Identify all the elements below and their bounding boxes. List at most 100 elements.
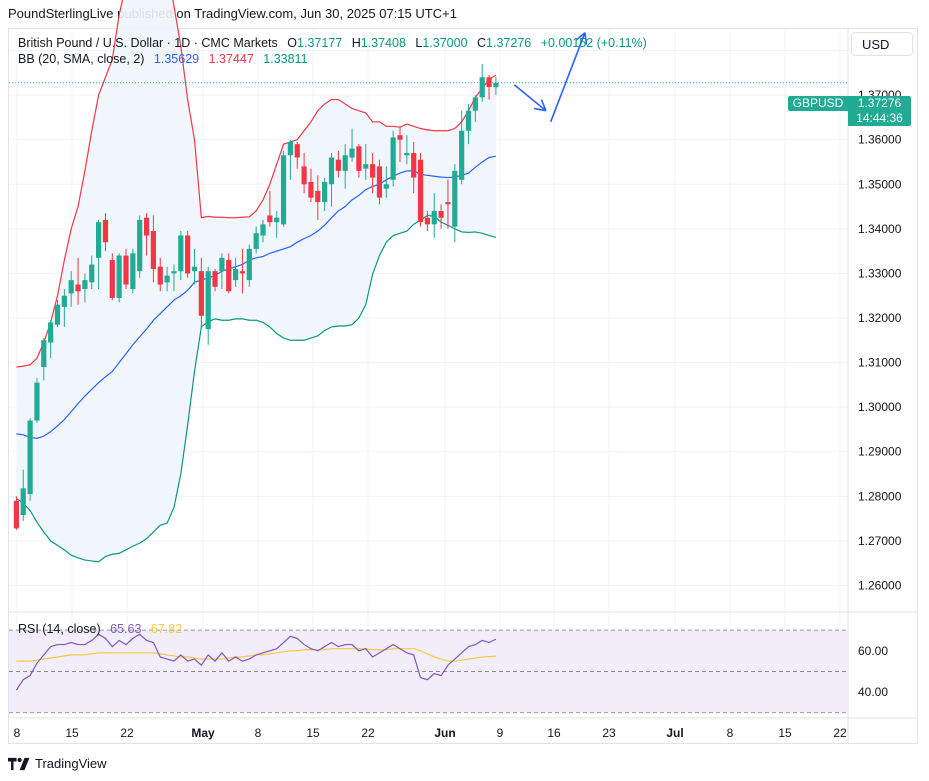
candle-body [178, 235, 184, 272]
candle [20, 469, 26, 521]
arrow-head [540, 99, 547, 111]
arrow-shaft [513, 84, 547, 112]
candle [198, 257, 204, 327]
legend-low-value: 1.37000 [422, 36, 468, 50]
candle-body [41, 340, 47, 368]
candle [68, 271, 74, 307]
candle [75, 257, 81, 305]
candle [123, 248, 129, 290]
arrow-head [584, 32, 588, 45]
candle-body [13, 500, 19, 529]
candle-body [472, 97, 478, 111]
bb-basis-value: 1.35629 [153, 52, 200, 66]
candle-body [233, 268, 239, 281]
candle [301, 153, 307, 194]
candle [130, 248, 136, 294]
candle-body [390, 137, 396, 180]
price-tick-label: 1.34000 [858, 222, 902, 236]
candle-body [328, 157, 335, 185]
time-tick-label: 9 [497, 726, 504, 740]
candle [397, 126, 403, 162]
candle-body [349, 148, 355, 158]
candle [191, 248, 198, 285]
time-tick-label: Jul [666, 726, 683, 740]
candle-body [89, 264, 95, 283]
candle [363, 144, 369, 180]
candle-body [54, 304, 61, 325]
candle [34, 378, 40, 423]
legend-ohlc: British Pound / U.S. Dollar · 1D · CMC M… [18, 36, 647, 50]
candle [383, 166, 389, 198]
candle [226, 253, 232, 294]
candle [452, 164, 458, 243]
candle-body [335, 159, 341, 171]
candle-body [431, 210, 437, 225]
candle-body [397, 135, 403, 140]
rsi-tick-label: 60.00 [858, 644, 888, 658]
candle-body [137, 219, 143, 272]
rsi-label[interactable]: RSI (14, close) [18, 622, 101, 636]
bb-upper-line [16, 0, 497, 368]
price-tick-label: 1.29000 [858, 445, 902, 459]
candle [239, 248, 246, 294]
candle-body [376, 166, 383, 198]
candle-body [96, 222, 102, 258]
candle [178, 231, 184, 281]
candle-body [383, 184, 389, 189]
rsi-tick-label: 40.00 [858, 685, 888, 699]
candle [294, 141, 300, 169]
time-tick-label: 15 [778, 726, 792, 740]
candle [465, 104, 472, 145]
candle [322, 177, 328, 211]
candle [212, 268, 218, 292]
candle [96, 219, 102, 290]
candle-body [465, 110, 472, 131]
time-tick-label: 16 [547, 726, 561, 740]
price-tick-label: 1.26000 [858, 578, 902, 592]
candle-body [493, 82, 499, 88]
candle [280, 150, 287, 227]
candle-body [82, 280, 88, 290]
candle-body [123, 255, 129, 285]
candle [109, 253, 115, 301]
legend-high-value: 1.37408 [360, 36, 406, 50]
bb-label[interactable]: BB (20, SMA, close, 2) [18, 52, 145, 66]
candle-body [20, 488, 26, 516]
candle [246, 244, 252, 287]
candle-body [185, 235, 191, 274]
candle [13, 496, 19, 530]
candle [54, 300, 61, 327]
legend-open-label: O [287, 36, 298, 50]
time-tick-label: 22 [120, 726, 134, 740]
legend-title[interactable]: British Pound / U.S. Dollar · 1D · CMC M… [18, 36, 278, 50]
candle-body [459, 130, 465, 180]
candle [356, 144, 362, 178]
candle-body [404, 153, 410, 156]
candle [267, 190, 273, 227]
candle [459, 110, 465, 185]
last-price-label: GBPUSD 1.37276 14:44:36 [788, 96, 913, 126]
chart-canvas[interactable]: 1.380001.370001.360001.350001.340001.330… [0, 0, 929, 745]
price-tick-label: 1.28000 [858, 489, 902, 503]
candle-body [294, 144, 300, 158]
candle-body [287, 141, 293, 156]
footer[interactable]: TradingView [8, 756, 107, 771]
candle [411, 141, 417, 194]
candle-body [301, 166, 307, 185]
legend-high-label: H [351, 36, 361, 50]
candle-body [356, 146, 362, 171]
candle [205, 266, 211, 345]
candle [424, 210, 430, 232]
candle-body [219, 257, 225, 272]
candle-body [205, 271, 211, 330]
candle [438, 204, 444, 229]
candle [431, 193, 437, 238]
price-label-symbol: GBPUSD [788, 96, 848, 111]
candle-body [171, 271, 177, 274]
candle [445, 179, 451, 229]
candle-body [438, 210, 444, 218]
candle-body [452, 170, 458, 227]
currency-button[interactable]: USD [851, 32, 913, 56]
candle-body [424, 217, 430, 225]
candle-body [198, 271, 204, 316]
